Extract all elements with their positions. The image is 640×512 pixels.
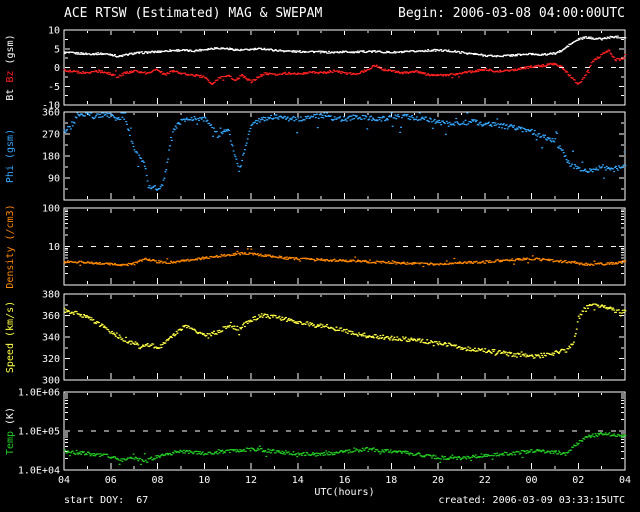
panel-frame (63, 391, 626, 471)
x-tick-label: 12 (245, 475, 257, 486)
plot-title: ACE RTSW (Estimated) MAG & SWEPAM (64, 6, 323, 21)
x-tick-label: 00 (525, 475, 537, 486)
y-tick-label: 380 (42, 290, 60, 301)
panel-frame (63, 293, 626, 381)
y-tick-label: 340 (42, 333, 60, 344)
panel-frame (63, 111, 626, 201)
plot-header: ACE RTSW (Estimated) MAG & SWEPAM Begin:… (64, 6, 625, 21)
x-tick-label: 20 (432, 475, 444, 486)
y-tick-label: 270 (42, 130, 60, 141)
panel-density: 100 10 Density (/cm3) (5, 204, 627, 289)
x-tick-label: 14 (292, 475, 304, 486)
y-tick-label: -5 (48, 82, 60, 93)
x-tick-label: 02 (572, 475, 584, 486)
ylabel-bt-bz: Bt Bz (gsm) (5, 34, 16, 100)
ylabel-speed: Speed (km/s) (5, 301, 16, 373)
y-tick-label: 1.0E+04 (18, 466, 60, 477)
series-bt (63, 35, 627, 58)
y-tick-label: 1.0E+05 (18, 427, 60, 438)
x-tick-label: 18 (385, 475, 397, 486)
created-timestamp: created: 2006-03-09 03:33:15UTC (438, 495, 625, 506)
y-tick-label: 90 (48, 174, 60, 185)
panel-frame (63, 29, 626, 106)
plot-footer: start DOY: 67 created: 2006-03-09 03:33:… (64, 495, 625, 506)
x-tick-label: 08 (151, 475, 163, 486)
y-tick-label: 1.0E+06 (18, 388, 60, 399)
x-tick-label: 16 (338, 475, 350, 486)
y-tick-label: 300 (42, 376, 60, 387)
y-tick-label: 360 (42, 311, 60, 322)
y-tick-label: 10 (48, 242, 60, 253)
y-tick-label: 5 (54, 44, 60, 55)
panel-phi: 360 270 180 90 Phi (gsm) (5, 108, 627, 201)
x-tick-label: 10 (198, 475, 210, 486)
series-temp (63, 431, 627, 466)
panel-speed: 380 360 340 320 300 Speed (km/s) (5, 290, 627, 387)
y-tick-label: 180 (42, 152, 60, 163)
y-tick-label: 0 (54, 63, 60, 74)
y-tick-label: 100 (42, 204, 60, 215)
x-tick-label: 22 (479, 475, 491, 486)
ylabel-temp: Temp (K) (5, 407, 16, 455)
series-bz (63, 49, 627, 86)
ylabel-phi: Phi (gsm) (5, 129, 16, 183)
series-phi (63, 112, 627, 191)
x-tick-label: 06 (105, 475, 117, 486)
y-tick-label: 320 (42, 354, 60, 365)
ylabel-density: Density (/cm3) (5, 204, 16, 288)
y-tick-label: 10 (48, 26, 60, 37)
panel-bt-bz: 10 5 0 -5 -10 Bt Bz (gsm) (5, 26, 627, 112)
series-speed (63, 303, 627, 359)
x-axis-title: UTC(hours) (314, 487, 374, 498)
x-tick-label: 04 (58, 475, 70, 486)
x-tick-label: 04 (619, 475, 631, 486)
series-density (63, 248, 627, 268)
begin-timestamp: Begin: 2006-03-08 04:00:00UTC (398, 6, 625, 21)
y-tick-label: -10 (42, 101, 60, 112)
panel-frame (63, 207, 626, 286)
y-tick-label: 360 (42, 108, 60, 119)
start-doy-label: start DOY: 67 (64, 495, 149, 506)
